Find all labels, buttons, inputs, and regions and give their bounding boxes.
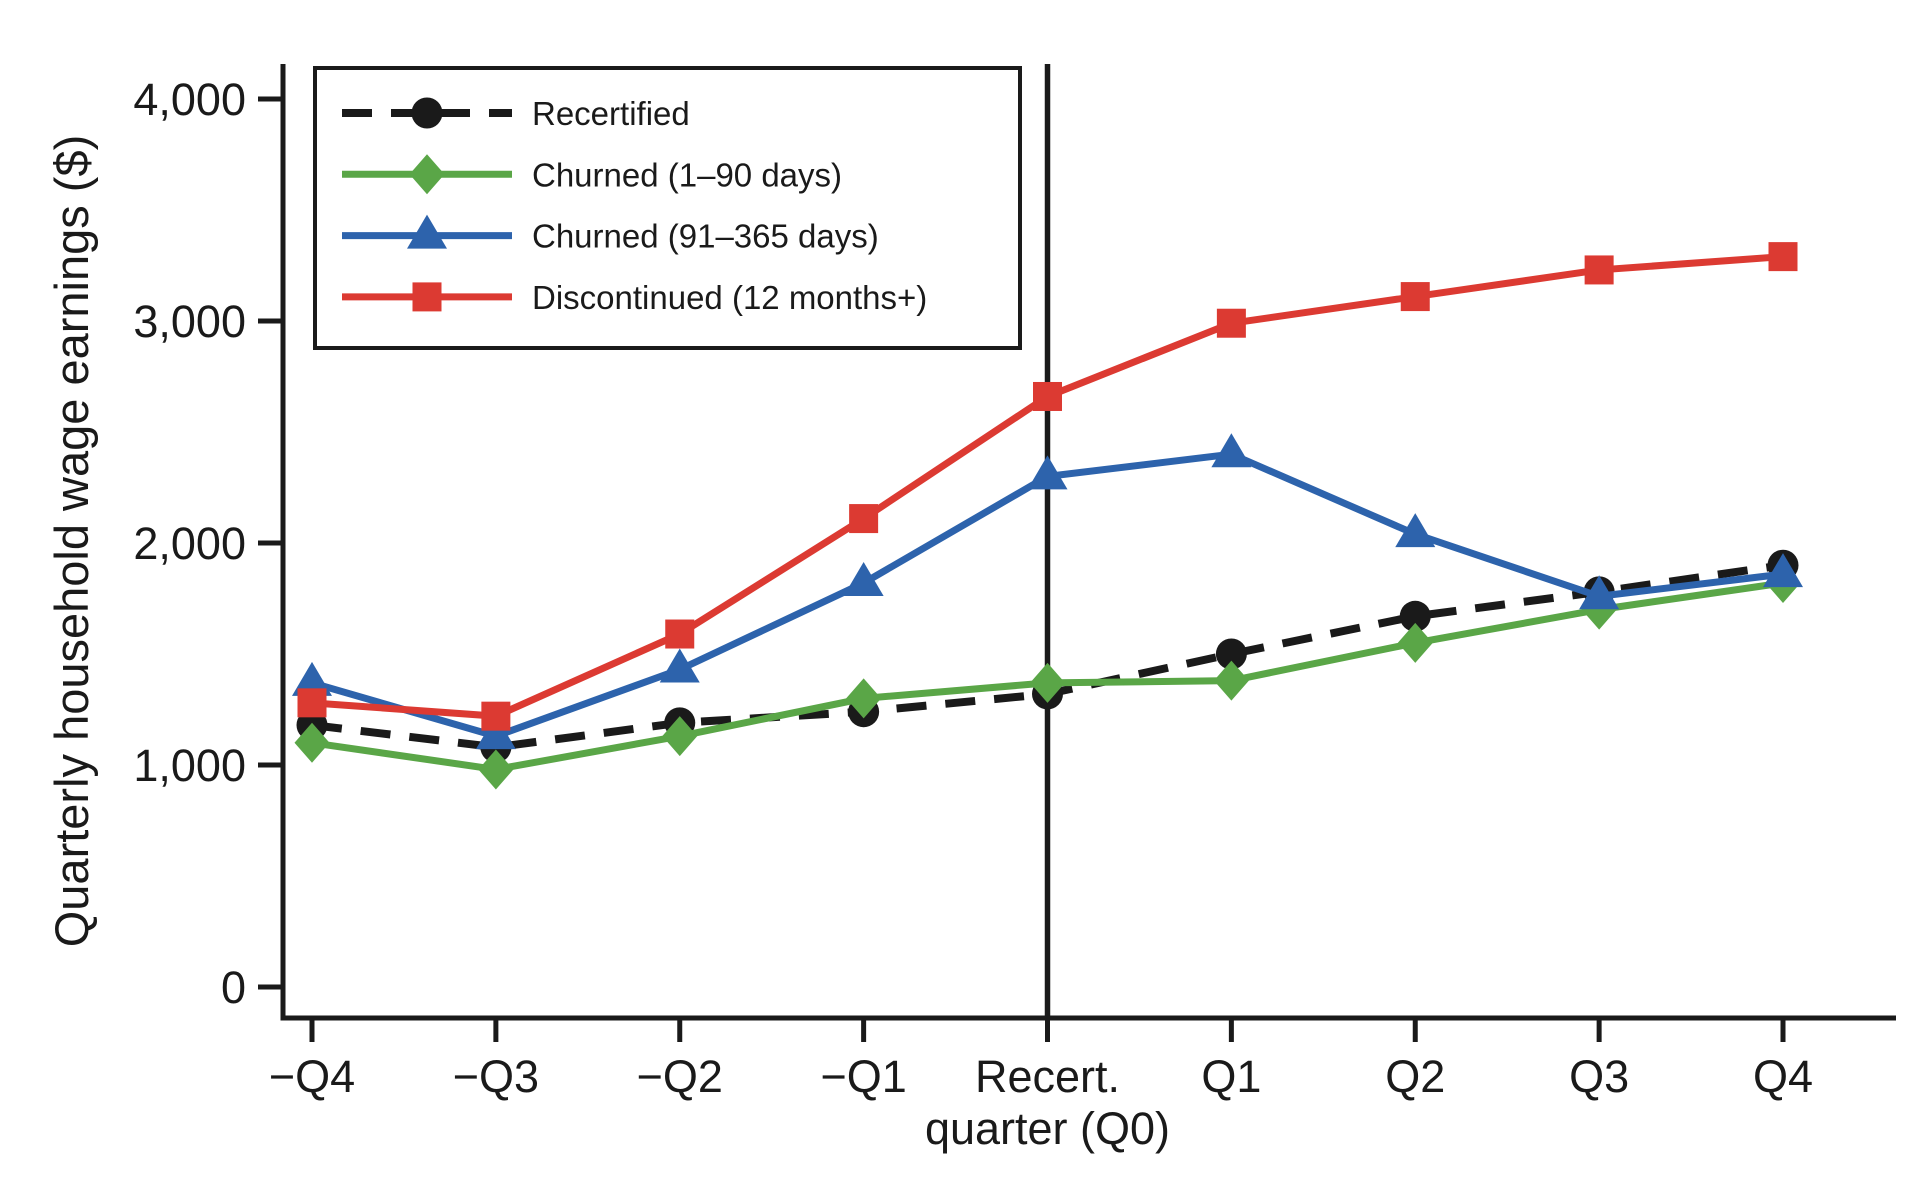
series-marker-recertified <box>1215 638 1247 670</box>
x-tick-label: −Q1 <box>820 1051 906 1102</box>
series-marker-discontinued-12-months <box>1768 242 1798 272</box>
series-marker-churned-91-365-days <box>1395 513 1436 548</box>
series-marker-churned-1-90-days <box>478 749 514 790</box>
y-tick-label: 0 <box>221 962 246 1013</box>
legend-label-churned-91-365-days: Churned (91–365 days) <box>532 218 879 255</box>
series-marker-churned-91-365-days <box>292 661 332 696</box>
series-marker-churned-1-90-days <box>1397 622 1433 663</box>
x-tick-label: Q1 <box>1201 1051 1261 1102</box>
series-marker-churned-1-90-days <box>1213 660 1249 701</box>
series-marker-discontinued-12-months <box>1584 255 1614 285</box>
y-tick-label: 2,000 <box>133 518 246 569</box>
series-marker-discontinued-12-months <box>1033 381 1062 411</box>
series-marker-churned-1-90-days <box>294 722 330 763</box>
legend-sample-marker-churned-91-365-days <box>407 214 447 249</box>
legend-label-recertified: Recertified <box>532 95 690 132</box>
series-marker-churned-1-90-days <box>846 678 882 719</box>
series-marker-discontinued-12-months <box>665 619 695 649</box>
series-marker-churned-91-365-days <box>1027 455 1068 490</box>
x-tick-label: Q2 <box>1385 1051 1445 1102</box>
series-marker-discontinued-12-months <box>1216 308 1246 338</box>
x-tick-label: −Q2 <box>637 1051 723 1102</box>
x-tick-label: Q3 <box>1569 1051 1629 1102</box>
y-tick-label: 4,000 <box>133 74 246 125</box>
series-marker-churned-1-90-days <box>662 716 698 757</box>
series-marker-discontinued-12-months <box>849 504 879 534</box>
y-tick-label: 1,000 <box>133 740 246 791</box>
series-marker-churned-91-365-days <box>1763 553 1803 588</box>
legend-label-churned-1-90-days: Churned (1–90 days) <box>532 156 842 193</box>
x-tick-label: −Q3 <box>453 1051 539 1102</box>
x-tick-label: quarter (Q0) <box>925 1103 1170 1154</box>
legend-sample-marker-discontinued-12-months <box>412 282 442 312</box>
series-marker-churned-91-365-days <box>1579 575 1620 610</box>
series-marker-discontinued-12-months <box>481 701 511 731</box>
legend-sample-marker-churned-1-90-days <box>409 154 445 195</box>
series-marker-recertified <box>1399 600 1431 632</box>
series-marker-churned-1-90-days <box>1030 662 1065 703</box>
series-marker-discontinued-12-months <box>297 688 327 718</box>
y-axis-title: Quarterly household wage earnings ($) <box>45 135 98 948</box>
y-tick-label: 3,000 <box>133 296 246 347</box>
series-marker-churned-91-365-days <box>1211 433 1252 468</box>
x-tick-label: Q4 <box>1753 1051 1813 1102</box>
series-marker-churned-91-365-days <box>659 648 700 683</box>
x-tick-label: Recert. <box>975 1051 1120 1102</box>
legend-sample-marker-recertified <box>411 97 443 129</box>
series-marker-churned-91-365-days <box>475 715 516 750</box>
series-marker-churned-91-365-days <box>843 561 884 596</box>
legend-label-discontinued-12-months: Discontinued (12 months+) <box>532 279 927 316</box>
x-tick-label: −Q4 <box>269 1051 355 1102</box>
series-marker-discontinued-12-months <box>1400 282 1430 312</box>
